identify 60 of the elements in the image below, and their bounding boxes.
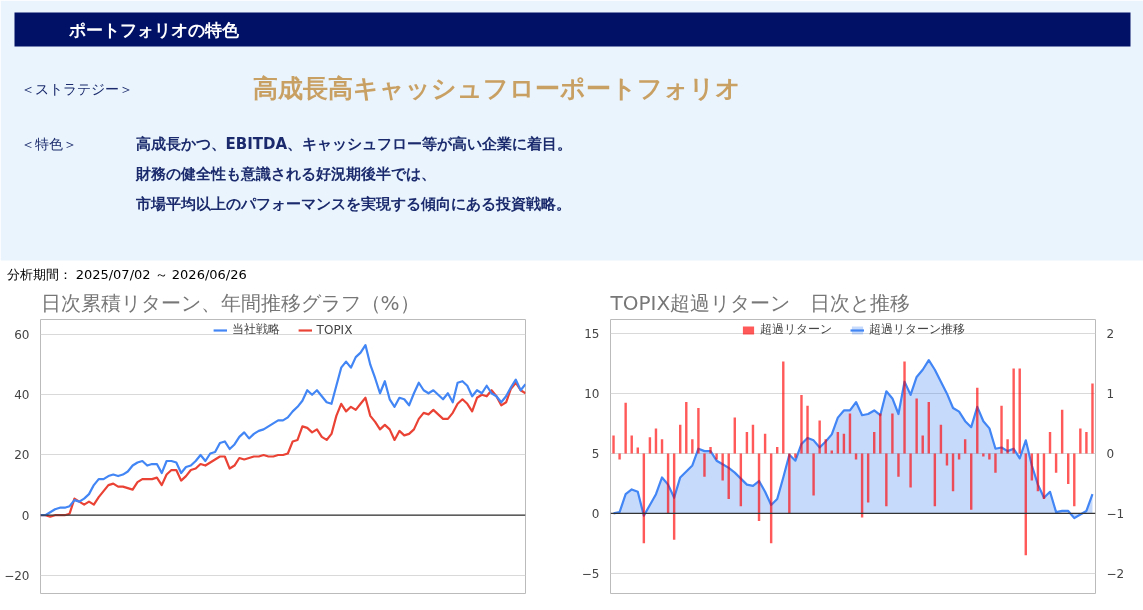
y-tick-label: 0 bbox=[21, 508, 30, 523]
bar bbox=[800, 394, 803, 454]
text: 財務の健全性も意識される好況期後半では、 bbox=[134, 164, 436, 183]
bar bbox=[909, 453, 912, 488]
legend-label: 当社戦略 bbox=[231, 321, 280, 338]
y-tick-label: 5 bbox=[591, 447, 600, 462]
text: 高成長高キャッシュフローポートフォリオ bbox=[252, 74, 741, 103]
legend-label: TOPIX bbox=[316, 322, 353, 337]
bar bbox=[1012, 368, 1015, 454]
bar bbox=[612, 435, 615, 454]
bar bbox=[624, 402, 627, 454]
bar bbox=[788, 453, 791, 514]
y-tick-label: 40 bbox=[14, 388, 30, 403]
y2-tick-label: 1 bbox=[1106, 387, 1115, 402]
y-tick-label: −20 bbox=[4, 568, 30, 583]
legend-label: 超過リターン bbox=[759, 321, 832, 338]
bar bbox=[915, 398, 918, 454]
bar bbox=[806, 405, 809, 454]
text: ポートフォリオの特色 bbox=[67, 19, 240, 40]
bar bbox=[897, 453, 900, 477]
bar bbox=[994, 453, 997, 473]
y-tick-label: 20 bbox=[14, 448, 30, 463]
bar bbox=[1079, 428, 1082, 454]
bar bbox=[691, 439, 694, 454]
bar bbox=[709, 446, 712, 454]
y2-tick-label: 2 bbox=[1106, 327, 1115, 342]
legend-label: 超過リターン推移 bbox=[868, 321, 965, 338]
bar bbox=[885, 453, 888, 507]
y-tick-label: −5 bbox=[581, 566, 600, 581]
text: ＜ストラテジー＞ bbox=[20, 80, 133, 97]
bar bbox=[818, 420, 821, 454]
bar bbox=[891, 413, 894, 454]
bar bbox=[982, 453, 985, 457]
chart-title: TOPIX超過リターン 日次と推移 bbox=[609, 290, 911, 315]
text: 分析期間： 2025/07/02 ～ 2026/06/26 bbox=[6, 267, 247, 282]
bar bbox=[794, 453, 797, 458]
bar bbox=[697, 408, 700, 454]
y2-tick-label: −2 bbox=[1106, 566, 1125, 581]
bar bbox=[1006, 439, 1009, 454]
y-tick-label: 60 bbox=[14, 328, 30, 343]
text: ＜特色＞ bbox=[20, 135, 77, 152]
text: 市場平均以上のパフォーマンスを実現する傾向にある投資戦略。 bbox=[134, 194, 571, 213]
bar bbox=[1085, 431, 1088, 454]
y-tick-label: 15 bbox=[584, 327, 600, 342]
text: 高成長かつ、EBITDA、キャッシュフロー等が高い企業に着目。 bbox=[135, 134, 573, 153]
bar bbox=[715, 453, 718, 460]
bar bbox=[812, 453, 815, 496]
bar bbox=[618, 453, 621, 460]
bar bbox=[988, 453, 991, 460]
y-tick-label: 0 bbox=[591, 506, 600, 521]
bar bbox=[1091, 383, 1094, 454]
bar bbox=[721, 453, 724, 481]
bar bbox=[703, 453, 706, 477]
y2-tick-label: −1 bbox=[1106, 506, 1125, 521]
line-series bbox=[40, 343, 526, 517]
y2-tick-label: 0 bbox=[1106, 447, 1115, 462]
bar bbox=[903, 361, 906, 454]
bar bbox=[1000, 405, 1003, 454]
chart-title: 日次累積リターン、年間推移グラフ（%） bbox=[40, 290, 420, 315]
y-tick-label: 10 bbox=[584, 387, 600, 402]
